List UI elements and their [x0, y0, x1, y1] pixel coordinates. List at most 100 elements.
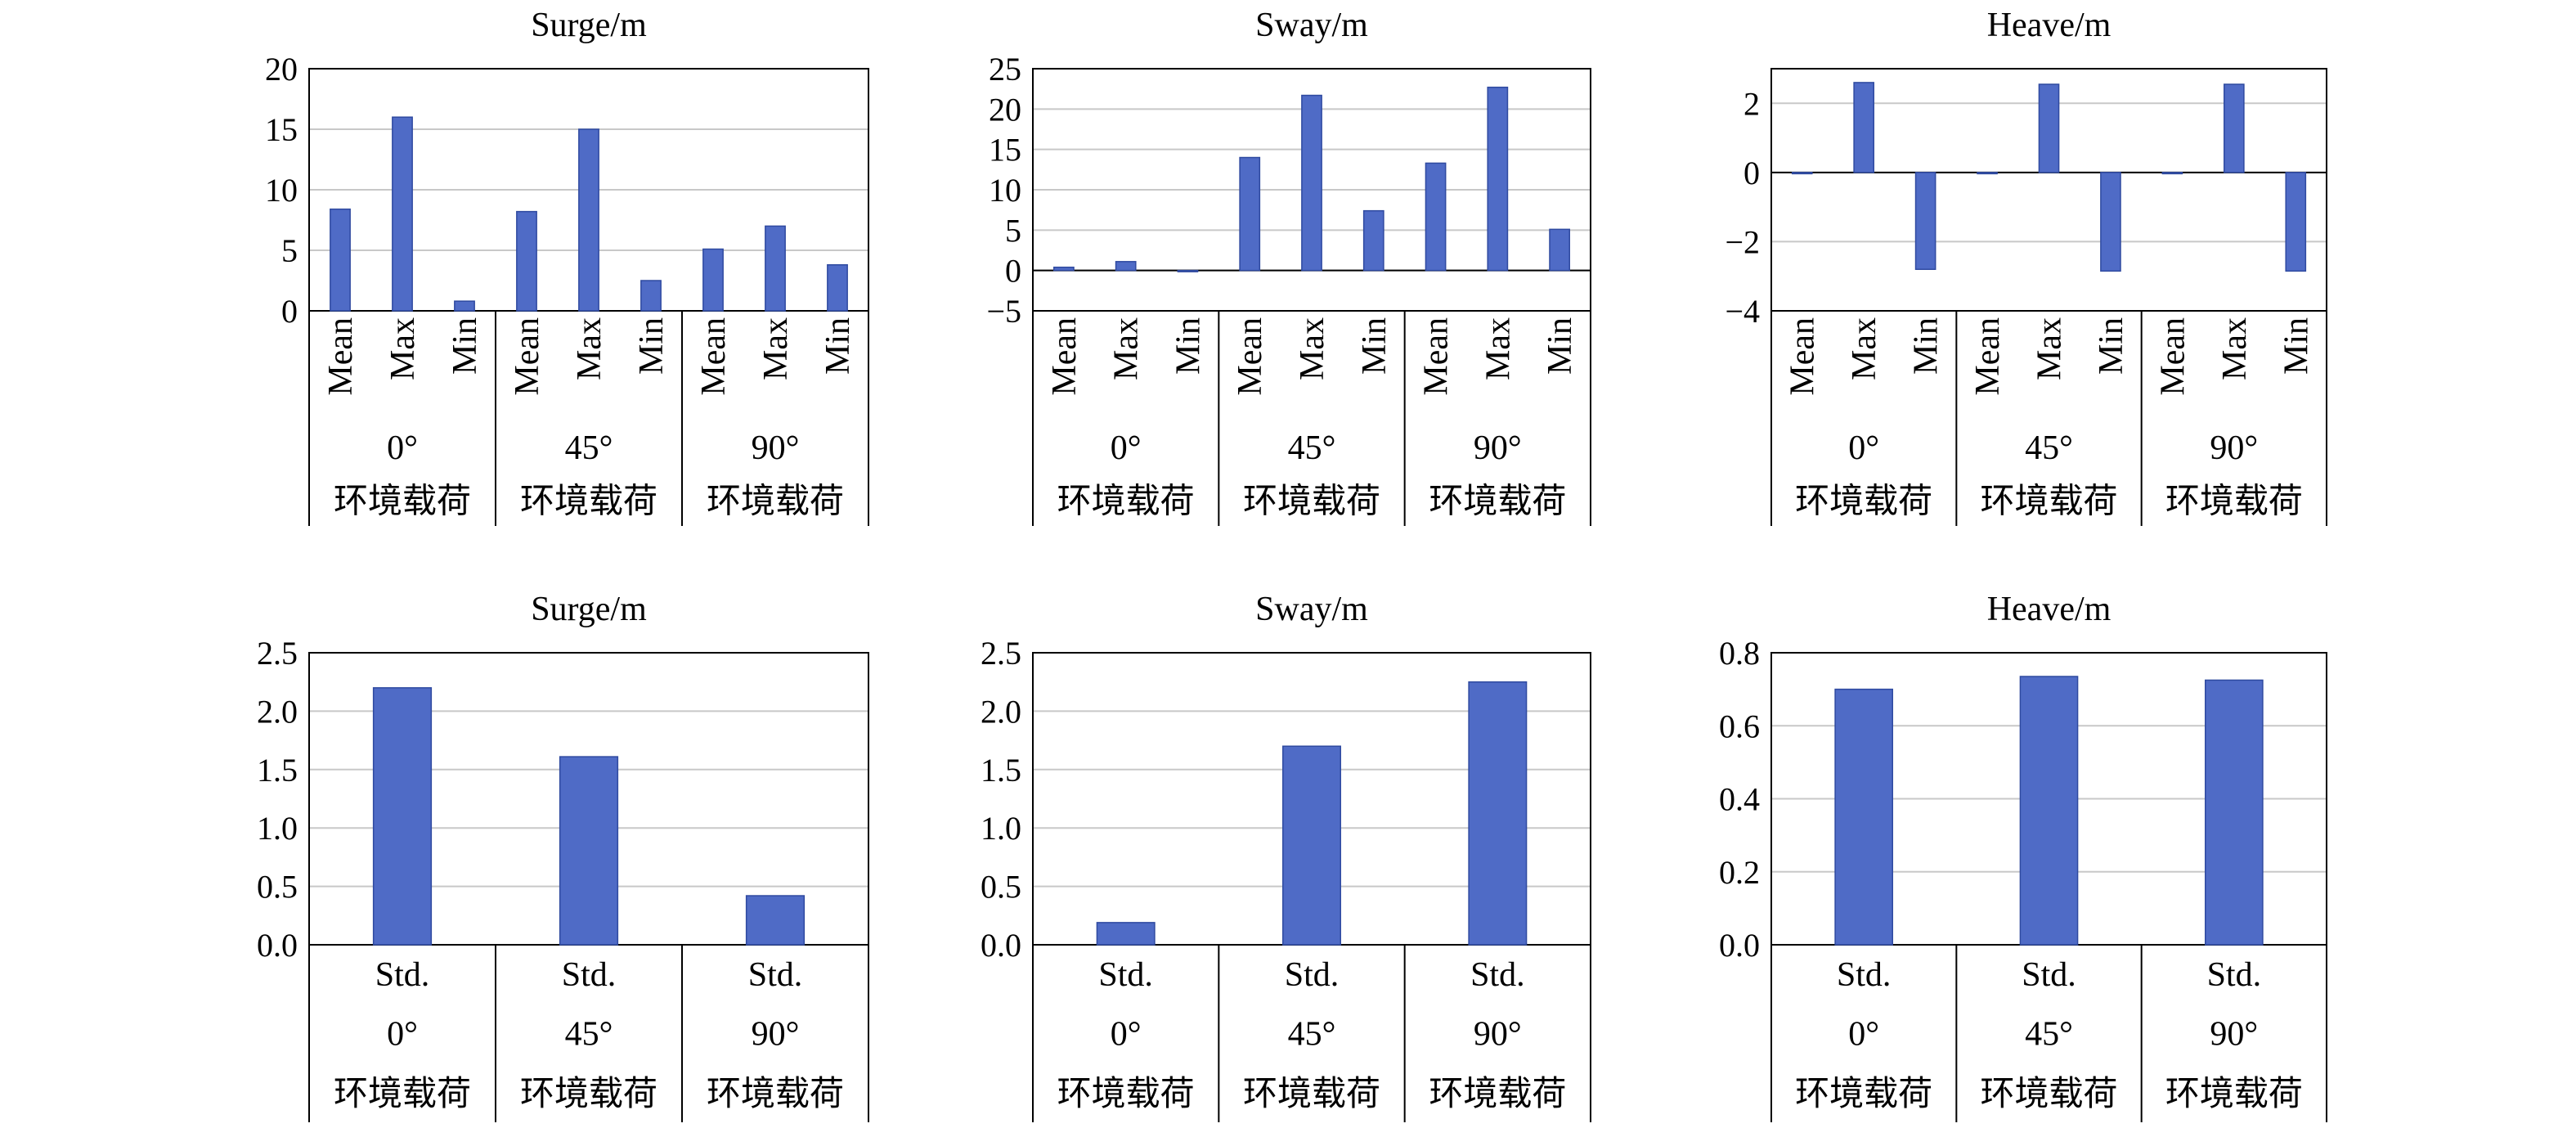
y-tick-label: 10	[989, 172, 1021, 209]
bar-0deg-mean	[330, 208, 351, 312]
stat-label: Std.	[562, 956, 617, 994]
chart-title: Heave/m	[1987, 7, 2112, 44]
bar-90deg-mean	[702, 248, 724, 312]
group-angle-label: 45°	[565, 429, 613, 467]
y-tick-label: −4	[1725, 293, 1760, 330]
group-load-label: 环境载荷	[1057, 1075, 1195, 1113]
group-angle-label: 45°	[2025, 429, 2073, 467]
group-angle-label: 45°	[2025, 1016, 2073, 1054]
stat-label: Max	[2031, 317, 2069, 380]
group-angle-label: 90°	[1474, 1016, 1522, 1054]
group-angle-label: 0°	[387, 1016, 418, 1054]
bar-45deg-mean	[1239, 156, 1261, 272]
group-load-label: 环境载荷	[707, 483, 844, 521]
group-load-label: 环境载荷	[1795, 1075, 1932, 1113]
y-tick-label: 0.5	[981, 869, 1021, 906]
y-tick-label: 20	[265, 51, 298, 88]
chart-panel-4: Surge/m 0.0 0.5 1.0 1.5 2.0 2.5 Std. 0° 环境载荷 Std. 4…	[257, 591, 869, 1122]
y-tick-label: 1.5	[257, 752, 298, 789]
group-angle-label: 0°	[1848, 429, 1879, 467]
y-tick-label: 0.5	[257, 869, 298, 906]
bar-45deg-std	[559, 756, 619, 946]
stat-label: Mean	[695, 317, 733, 396]
stat-label: Max	[2216, 317, 2254, 380]
stat-label: Max	[1294, 317, 1331, 380]
bar-90deg-max	[765, 225, 786, 312]
stat-label: Mean	[1969, 317, 2007, 396]
group-load-label: 环境载荷	[1980, 1075, 2117, 1113]
stat-label: Min	[2093, 317, 2130, 375]
group-load-label: 环境载荷	[707, 1075, 844, 1113]
group-load-label: 环境载荷	[520, 483, 657, 521]
bar-0deg-min	[454, 300, 475, 312]
y-tick-label: 0.0	[257, 927, 298, 964]
bar-45deg-max	[2038, 83, 2060, 173]
y-tick-label: 5	[281, 232, 298, 269]
y-tick-label: 15	[989, 132, 1021, 169]
y-tick-label: 0.0	[1719, 927, 1760, 964]
bar-0deg-mean	[1053, 266, 1075, 272]
bar-45deg-max	[1301, 94, 1322, 272]
stat-label: Std.	[375, 956, 430, 994]
bar-90deg-std	[1468, 681, 1528, 946]
y-tick-label: 0.0	[981, 927, 1021, 964]
stat-label: Max	[1846, 317, 1883, 380]
bar-45deg-max	[578, 128, 599, 312]
bar-90deg-max	[2224, 83, 2245, 173]
y-tick-label: 25	[989, 51, 1021, 88]
group-load-label: 环境载荷	[1980, 483, 2117, 521]
y-tick-label: 0	[281, 293, 298, 330]
y-tick-label: 1.0	[981, 810, 1021, 847]
stat-label: Min	[1542, 317, 1579, 375]
stat-label: Std.	[748, 956, 803, 994]
group-load-label: 环境载荷	[1429, 483, 1566, 521]
y-tick-label: 10	[265, 172, 298, 209]
bar-0deg-std	[1096, 922, 1156, 946]
chart-panel-5: Sway/m 0.0 0.5 1.0 1.5 2.0 2.5 Std. 0° 环境载荷 Std. 45…	[981, 591, 1591, 1122]
stat-label: Std.	[1285, 956, 1340, 994]
chart-title: Sway/m	[1255, 7, 1368, 44]
bar-0deg-max	[1115, 261, 1137, 272]
stat-label: Max	[384, 317, 422, 380]
group-angle-label: 90°	[2210, 1016, 2258, 1054]
stat-label: Min	[447, 317, 484, 375]
stat-label: Mean	[2154, 317, 2192, 396]
y-tick-label: 2.5	[981, 635, 1021, 672]
chart-panel-3: Heave/m −4 −2 0 2 Mean Max Min 0° 环境载荷 Mean Max Min 4…	[1725, 7, 2327, 526]
stat-label: Std.	[2207, 956, 2262, 994]
bar-45deg-mean	[516, 210, 537, 312]
y-tick-label: 0.8	[1719, 635, 1760, 672]
bar-0deg-max	[1853, 82, 1874, 173]
group-angle-label: 90°	[752, 1016, 800, 1054]
plot-frame	[1032, 68, 1591, 312]
y-tick-label: 20	[989, 91, 1021, 128]
bar-45deg-min	[1362, 209, 1384, 272]
y-tick-label: 0	[1744, 155, 1760, 191]
group-angle-label: 45°	[565, 1016, 613, 1054]
stat-label: Max	[571, 317, 608, 380]
plot-frame	[1770, 68, 2327, 312]
group-angle-label: 0°	[1848, 1016, 1879, 1054]
bar-0deg-min	[1914, 172, 1936, 271]
bar-0deg-mean	[1791, 172, 1813, 175]
group-angle-label: 45°	[1288, 1016, 1336, 1054]
chart-panel-6: Heave/m 0.0 0.2 0.4 0.6 0.8 Std. 0° 环境载荷 Std. 45° 环…	[1719, 591, 2327, 1122]
stat-label: Mean	[509, 317, 546, 396]
group-load-label: 环境载荷	[2165, 483, 2303, 521]
group-load-label: 环境载荷	[334, 1075, 471, 1113]
bar-90deg-max	[1487, 86, 1509, 272]
y-tick-label: −5	[986, 293, 1021, 330]
group-load-label: 环境载荷	[334, 483, 471, 521]
stat-label: Std.	[1837, 956, 1892, 994]
stat-label: Std.	[2022, 956, 2076, 994]
stat-label: Min	[2278, 317, 2315, 375]
group-load-label: 环境载荷	[1057, 483, 1195, 521]
bar-90deg-min	[827, 264, 848, 312]
y-tick-label: 0.2	[1719, 854, 1760, 891]
group-angle-label: 0°	[1111, 429, 1142, 467]
chart-title: Surge/m	[531, 591, 647, 628]
bar-90deg-min	[1549, 228, 1570, 272]
stat-label: Min	[633, 317, 671, 375]
group-angle-label: 0°	[387, 429, 418, 467]
group-angle-label: 90°	[1474, 429, 1522, 467]
